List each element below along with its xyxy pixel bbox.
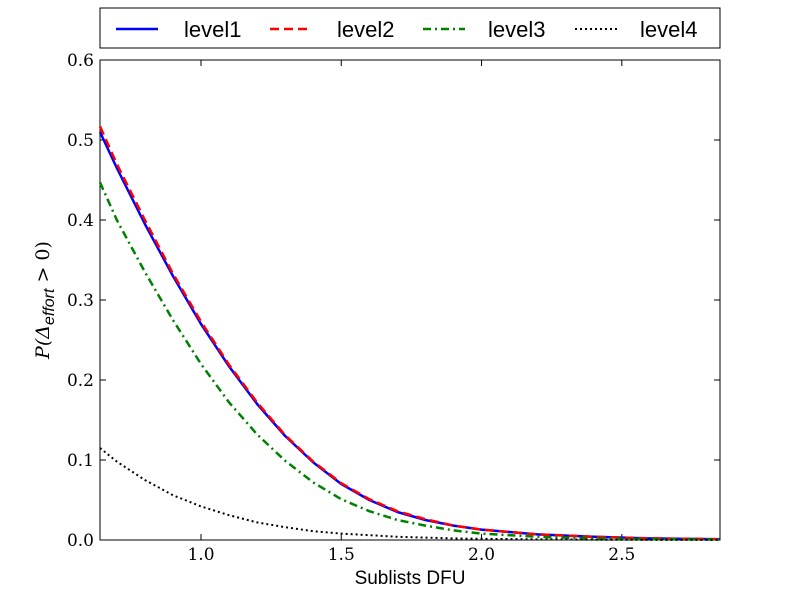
legend-label-level1: level1 [184, 17, 241, 42]
x-tick-label: 1.0 [187, 545, 214, 565]
x-tick-label: 2.5 [608, 545, 635, 565]
plot-area [99, 59, 721, 541]
series-line-level2 [98, 125, 721, 541]
legend-label-level3: level3 [488, 17, 545, 42]
y-axis-label: P(Δeffort > 0) [32, 241, 58, 360]
x-tick-label: 1.5 [328, 545, 355, 565]
y-tick-label: 0.5 [67, 131, 94, 151]
legend-label-level4: level4 [640, 17, 697, 42]
y-axis-label-subscript: effort [41, 288, 58, 325]
series-lines [98, 125, 721, 541]
y-axis-label-main: P(Δ [32, 325, 54, 360]
series-line-level3 [98, 181, 721, 541]
series-line-level4 [99, 447, 721, 541]
legend: level1 level2 level3 level4 [99, 7, 721, 49]
y-tick-label: 0.6 [67, 51, 94, 71]
legend-label-level2: level2 [337, 17, 394, 42]
x-tick-label: 2.0 [468, 545, 495, 565]
y-tick-label: 0.3 [67, 291, 94, 311]
y-axis-label-tail: > 0) [32, 241, 54, 289]
y-tick-label: 0.4 [67, 211, 94, 231]
y-tick-label: 0.2 [67, 371, 94, 391]
y-tick-label: 0.1 [67, 451, 94, 471]
axis-ticks: 1.0 1.5 2.0 2.5 0.0 0.1 0.2 0.3 0.4 0.5 0.6 [67, 51, 720, 565]
x-axis-label: Sublists DFU [355, 568, 466, 589]
y-tick-label: 0.0 [67, 531, 94, 551]
